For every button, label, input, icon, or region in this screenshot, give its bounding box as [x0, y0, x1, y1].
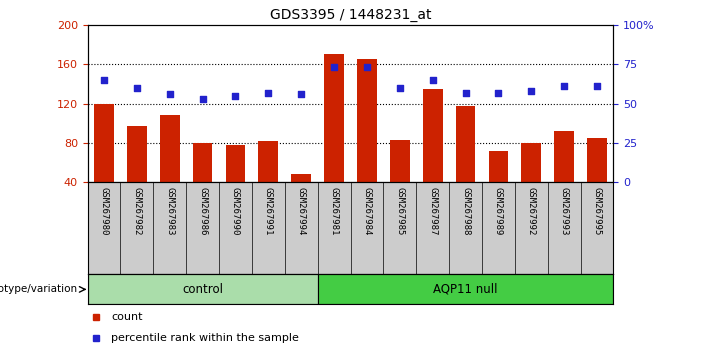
- Point: [460, 90, 471, 95]
- Point: [263, 90, 274, 95]
- Point: [592, 84, 603, 89]
- Bar: [292, 175, 311, 182]
- Point: [164, 91, 175, 97]
- Point: [361, 64, 372, 70]
- Bar: [456, 105, 475, 182]
- Text: GSM267994: GSM267994: [297, 187, 306, 235]
- Text: GSM267995: GSM267995: [592, 187, 601, 235]
- Point: [197, 96, 208, 102]
- Text: GSM267980: GSM267980: [100, 187, 109, 235]
- Point: [526, 88, 537, 94]
- Point: [394, 85, 405, 91]
- Bar: [318, 274, 613, 304]
- Bar: [88, 274, 318, 304]
- Bar: [587, 138, 607, 182]
- Point: [559, 84, 570, 89]
- Text: percentile rank within the sample: percentile rank within the sample: [111, 333, 299, 343]
- Bar: [226, 145, 245, 182]
- Point: [427, 77, 438, 83]
- Bar: [554, 131, 574, 182]
- Point: [131, 85, 142, 91]
- Text: GSM267992: GSM267992: [526, 187, 536, 235]
- Point: [329, 64, 340, 70]
- Bar: [259, 141, 278, 182]
- Point: [296, 91, 307, 97]
- Text: GSM267993: GSM267993: [559, 187, 569, 235]
- Text: GSM267989: GSM267989: [494, 187, 503, 235]
- Text: GSM267988: GSM267988: [461, 187, 470, 235]
- Title: GDS3395 / 1448231_at: GDS3395 / 1448231_at: [270, 8, 431, 22]
- Bar: [357, 59, 377, 182]
- Text: GSM267985: GSM267985: [395, 187, 404, 235]
- Text: GSM267983: GSM267983: [165, 187, 175, 235]
- Text: GSM267984: GSM267984: [362, 187, 372, 235]
- Text: GSM267986: GSM267986: [198, 187, 207, 235]
- Point: [493, 90, 504, 95]
- Bar: [489, 151, 508, 182]
- Text: GSM267991: GSM267991: [264, 187, 273, 235]
- Text: GSM267982: GSM267982: [132, 187, 142, 235]
- Text: GSM267987: GSM267987: [428, 187, 437, 235]
- Bar: [324, 54, 344, 182]
- Bar: [94, 104, 114, 182]
- Text: genotype/variation: genotype/variation: [0, 284, 78, 295]
- Text: AQP11 null: AQP11 null: [433, 283, 498, 296]
- Text: control: control: [182, 283, 223, 296]
- Bar: [522, 143, 541, 182]
- Point: [230, 93, 241, 98]
- Text: GSM267981: GSM267981: [329, 187, 339, 235]
- Bar: [160, 115, 179, 182]
- Text: count: count: [111, 312, 143, 322]
- Bar: [423, 89, 442, 182]
- Point: [98, 77, 109, 83]
- Bar: [193, 143, 212, 182]
- Bar: [390, 140, 409, 182]
- Bar: [127, 126, 147, 182]
- Text: GSM267990: GSM267990: [231, 187, 240, 235]
